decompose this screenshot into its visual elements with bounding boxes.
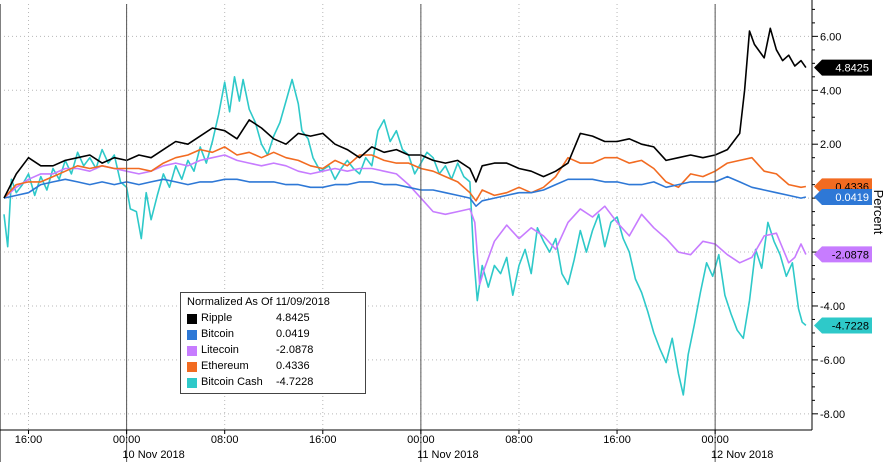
- legend-swatch: [187, 346, 197, 356]
- date-label: 11 Nov 2018: [417, 449, 479, 461]
- y-tick-label: -4.00: [820, 301, 845, 313]
- series-line-bitcoin: [3, 175, 807, 207]
- horizontal-gridlines: [4, 35, 812, 415]
- legend-swatch: [187, 362, 197, 372]
- legend-swatch: [187, 378, 197, 388]
- date-label: 12 Nov 2018: [711, 449, 773, 461]
- end-badge-litecoin: -2.0878: [814, 246, 872, 263]
- y-tick-label: -8.00: [820, 409, 845, 421]
- series-line-bitcoin-cash: [3, 76, 807, 396]
- legend-name: Bitcoin: [201, 328, 235, 340]
- y-tick-labels: 6.00 4.00 2.00 -4.00 -6.00 -8.00: [820, 31, 845, 420]
- y-tick-label: 4.00: [820, 85, 841, 97]
- end-badge-ripple: 4.8425: [814, 59, 872, 76]
- legend-value: 0.0419: [276, 328, 310, 340]
- x-tick-label: 00:00: [407, 434, 435, 446]
- end-badge-bitcoin-cash: -4.7228: [814, 317, 872, 334]
- legend-swatch: [187, 330, 197, 340]
- series-line-ethereum: [3, 146, 807, 202]
- series-lines: [3, 27, 807, 396]
- x-tick-label: 08:00: [211, 434, 239, 446]
- date-labels: 10 Nov 2018 11 Nov 2018 12 Nov 2018: [122, 449, 773, 461]
- legend: Normalized As Of 11/09/2018 Ripple 4.8425…: [180, 292, 366, 394]
- axes: [0, 0, 818, 462]
- legend-name: Ethereum: [201, 360, 249, 372]
- end-badge-shape: [814, 317, 872, 334]
- x-tick-label: 16:00: [603, 434, 631, 446]
- end-badge-value: -4.7228: [832, 320, 869, 332]
- x-tick-label: 08:00: [505, 434, 533, 446]
- end-badge-shape: [814, 246, 872, 263]
- end-badge-shape: [814, 188, 872, 205]
- y-tick-label: -6.00: [820, 355, 845, 367]
- end-badge-value: 4.8425: [835, 63, 869, 75]
- y-axis-label: Percent: [871, 190, 886, 235]
- legend-value: -2.0878: [276, 344, 314, 356]
- series-line-ripple: [3, 27, 807, 199]
- legend-title: Normalized As Of 11/09/2018: [187, 296, 330, 308]
- y-tick-label: 2.00: [820, 139, 841, 151]
- end-badge-shape: [814, 59, 872, 76]
- legend-value: 4.8425: [276, 312, 310, 324]
- x-tick-label: 00:00: [113, 434, 141, 446]
- legend-name: Litecoin: [201, 344, 239, 356]
- y-tick-label: 6.00: [820, 31, 841, 43]
- legend-name: Bitcoin Cash: [201, 376, 263, 388]
- x-tick-label: 16:00: [15, 434, 43, 446]
- x-tick-label: 00:00: [701, 434, 729, 446]
- legend-value: -4.7228: [276, 376, 314, 388]
- legend-name: Ripple: [201, 312, 233, 324]
- x-tick-labels: 16:00 00:00 08:00 16:00 00:00 08:00 16:00 00:00: [15, 434, 729, 446]
- series-line-litecoin: [3, 154, 807, 286]
- date-label: 10 Nov 2018: [122, 449, 184, 461]
- legend-swatch: [187, 314, 197, 324]
- end-badge-value: -2.0878: [832, 249, 869, 261]
- end-badge-value: 0.0419: [835, 192, 869, 204]
- x-tick-label: 16:00: [309, 434, 337, 446]
- end-badge-bitcoin: 0.0419: [814, 188, 872, 205]
- legend-value: 0.4336: [276, 360, 310, 372]
